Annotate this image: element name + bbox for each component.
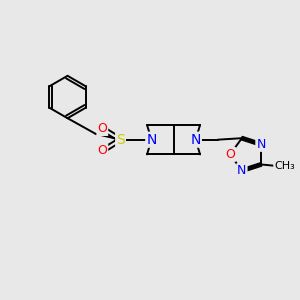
Text: N: N xyxy=(146,133,157,147)
Text: O: O xyxy=(98,144,107,158)
Text: CH₃: CH₃ xyxy=(274,161,295,171)
Text: S: S xyxy=(116,133,125,147)
Text: N: N xyxy=(256,138,266,151)
Text: O: O xyxy=(98,122,107,135)
Text: O: O xyxy=(225,148,235,161)
Text: N: N xyxy=(190,133,201,147)
Text: N: N xyxy=(237,164,247,177)
